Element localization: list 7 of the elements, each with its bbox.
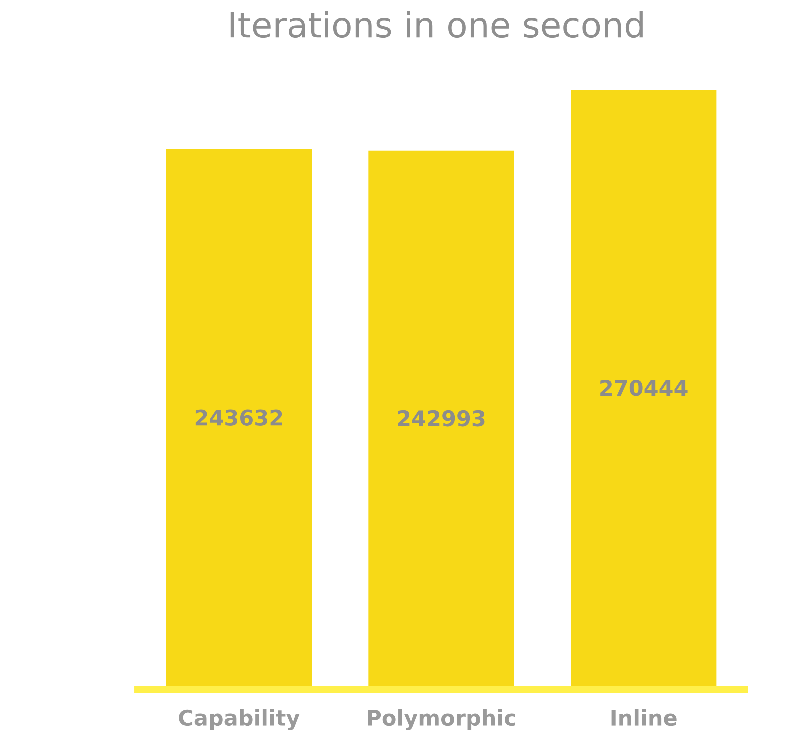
chart-title: Iterations in one second <box>230 11 643 38</box>
data-label: 270444 <box>600 380 688 396</box>
x-tick-label: Inline <box>612 709 677 726</box>
data-label: 243632 <box>196 410 282 426</box>
x-tick-label: Polymorphic <box>368 709 516 730</box>
x-tick-label: Capability <box>179 709 300 730</box>
data-label: 242993 <box>398 410 485 427</box>
